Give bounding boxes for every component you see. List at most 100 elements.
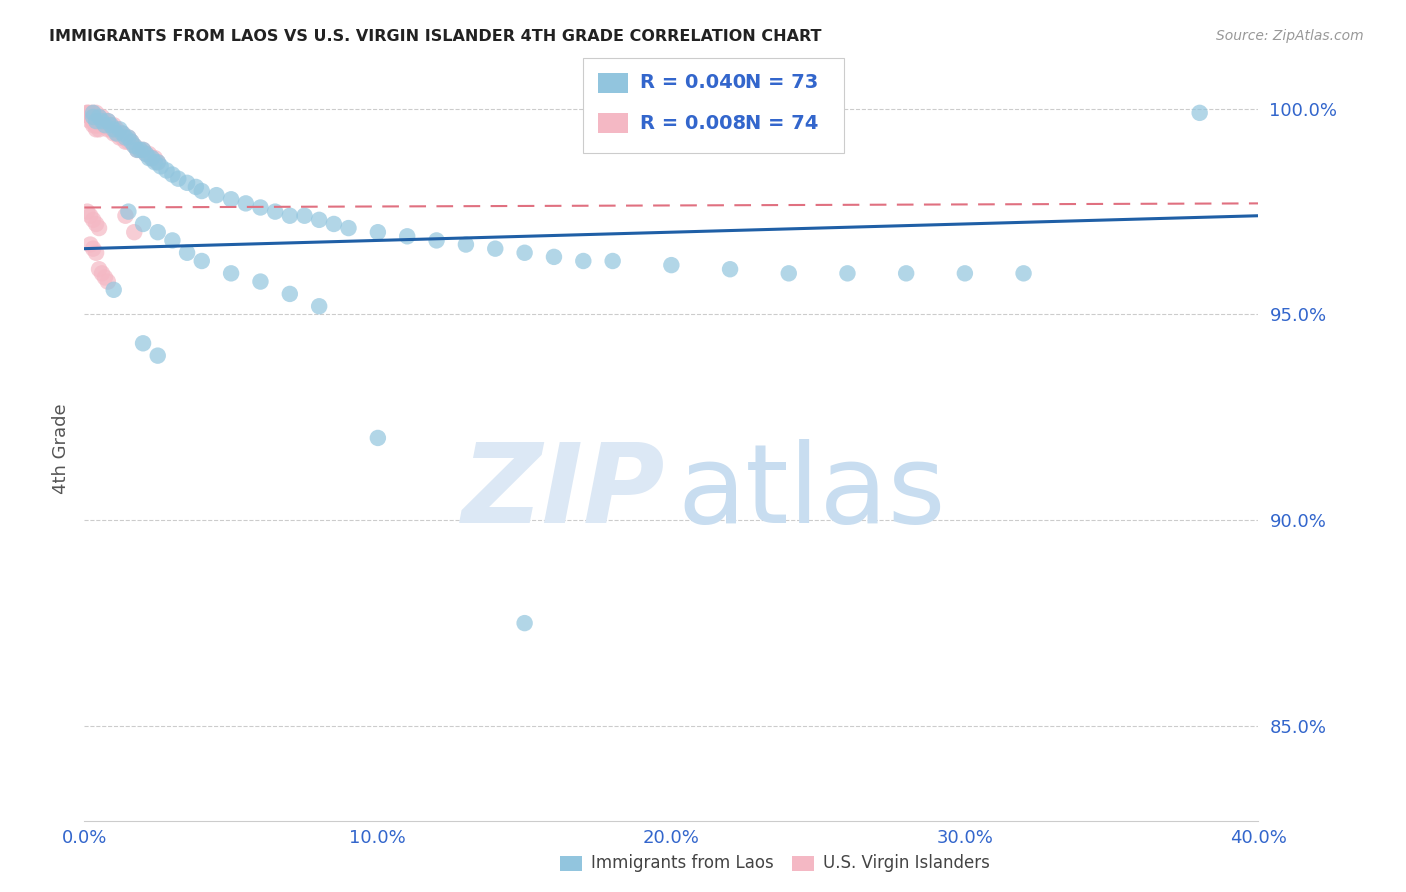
Point <box>141 151 163 165</box>
Point <box>103 122 125 136</box>
Point <box>484 242 506 256</box>
Point <box>111 127 134 141</box>
Point <box>117 204 139 219</box>
Point <box>111 130 134 145</box>
Point <box>79 114 101 128</box>
Point <box>82 118 104 132</box>
Point <box>132 336 155 351</box>
Point <box>87 262 110 277</box>
Point <box>146 155 169 169</box>
Point <box>127 143 149 157</box>
Point <box>141 151 163 165</box>
Point <box>87 114 110 128</box>
Point <box>135 147 157 161</box>
Point <box>76 204 98 219</box>
Point <box>191 184 214 198</box>
Point <box>513 616 536 631</box>
Point <box>219 192 242 206</box>
Point <box>105 122 128 136</box>
Point <box>97 114 120 128</box>
Point <box>94 114 117 128</box>
Point <box>513 245 536 260</box>
Point <box>778 266 800 280</box>
Point <box>94 118 117 132</box>
Point <box>94 270 117 285</box>
Point <box>162 168 184 182</box>
Point <box>82 242 104 256</box>
Point <box>176 176 198 190</box>
Point <box>176 245 198 260</box>
Point <box>322 217 344 231</box>
Point <box>100 118 122 132</box>
Text: N = 73: N = 73 <box>745 73 818 93</box>
Point <box>100 118 122 132</box>
Point <box>129 143 152 157</box>
Point <box>111 127 134 141</box>
Point <box>87 110 110 124</box>
Point <box>84 110 107 124</box>
Point <box>1188 106 1211 120</box>
Text: Immigrants from Laos: Immigrants from Laos <box>591 855 773 872</box>
Point <box>308 299 330 313</box>
Text: N = 74: N = 74 <box>745 113 818 133</box>
Point <box>308 212 330 227</box>
Point <box>79 110 101 124</box>
Point <box>94 118 117 132</box>
Point <box>87 118 110 132</box>
Point <box>84 114 107 128</box>
Point <box>396 229 419 244</box>
Point <box>114 209 136 223</box>
Point <box>278 287 301 301</box>
Point <box>837 266 859 280</box>
Point <box>138 151 160 165</box>
Point <box>84 122 107 136</box>
Point <box>82 110 104 124</box>
Point <box>97 114 120 128</box>
Point <box>79 110 101 124</box>
Point <box>82 212 104 227</box>
Text: R = 0.040: R = 0.040 <box>640 73 745 93</box>
Text: IMMIGRANTS FROM LAOS VS U.S. VIRGIN ISLANDER 4TH GRADE CORRELATION CHART: IMMIGRANTS FROM LAOS VS U.S. VIRGIN ISLA… <box>49 29 821 44</box>
Point <box>82 106 104 120</box>
Point <box>278 209 301 223</box>
Point <box>87 221 110 235</box>
Point <box>117 135 139 149</box>
Point <box>184 180 207 194</box>
Point <box>138 147 160 161</box>
Point <box>97 275 120 289</box>
Point <box>896 266 918 280</box>
Point <box>132 143 155 157</box>
Point <box>84 114 107 128</box>
Point <box>82 114 104 128</box>
Point <box>602 254 624 268</box>
Point <box>122 138 145 153</box>
Point <box>94 118 117 132</box>
Point <box>103 127 125 141</box>
Point <box>105 127 128 141</box>
Point <box>82 110 104 124</box>
Point <box>167 171 190 186</box>
Point <box>84 118 107 132</box>
Point <box>79 237 101 252</box>
Point <box>129 143 152 157</box>
Point <box>661 258 683 272</box>
Point <box>367 225 389 239</box>
Point <box>114 135 136 149</box>
Point <box>84 114 107 128</box>
Point <box>87 122 110 136</box>
Point <box>84 106 107 120</box>
Point <box>454 237 477 252</box>
Point <box>103 283 125 297</box>
Point <box>143 155 166 169</box>
Point <box>79 106 101 120</box>
Point <box>1012 266 1035 280</box>
Point <box>84 217 107 231</box>
Text: U.S. Virgin Islanders: U.S. Virgin Islanders <box>823 855 990 872</box>
Point <box>543 250 565 264</box>
Point <box>162 234 184 248</box>
Point <box>91 110 114 124</box>
Point <box>122 138 145 153</box>
Point <box>79 209 101 223</box>
Text: R = 0.008: R = 0.008 <box>640 113 745 133</box>
Point <box>91 118 114 132</box>
